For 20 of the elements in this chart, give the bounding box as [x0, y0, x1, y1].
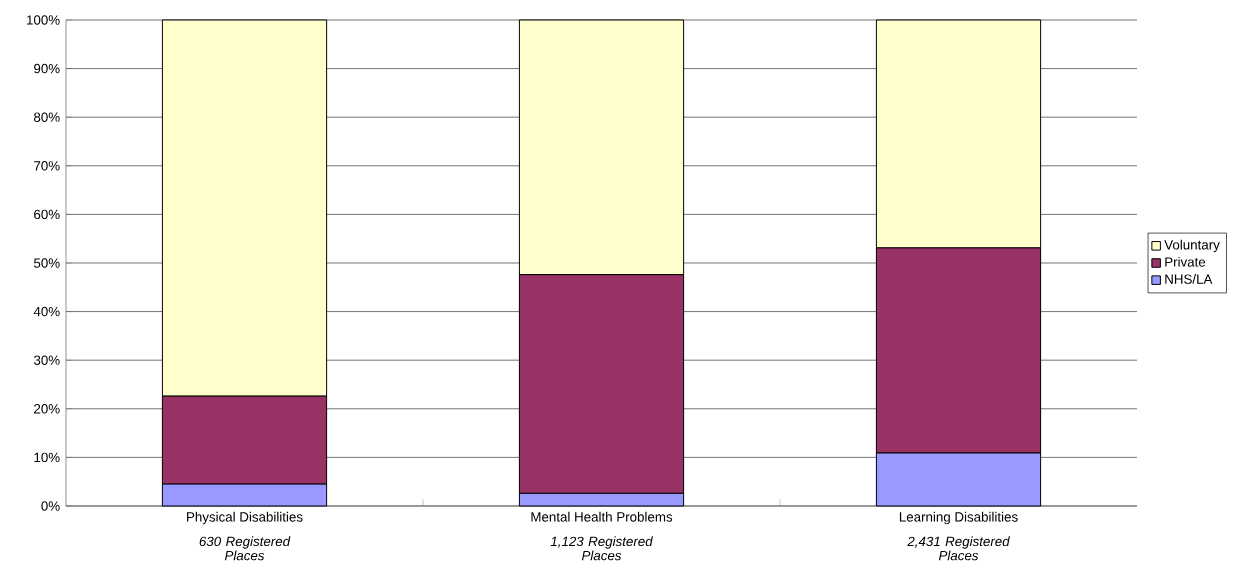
legend-label: NHS/LA	[1165, 274, 1213, 284]
x-tick-label: Physical Disabilities	[187, 511, 303, 525]
y-tick-label: 40%	[33, 306, 60, 317]
y-tick-label: 60%	[34, 209, 60, 220]
y-tick-label: 100%	[27, 15, 60, 25]
legend-label: Voluntary	[1164, 239, 1220, 253]
y-tick-label: 80%	[34, 112, 60, 122]
y-tick-label: 90%	[34, 63, 60, 74]
text: 1,123 Registered Places	[550, 536, 653, 561]
text: 630 Registered Places	[199, 536, 291, 561]
x-tick-label: Mental Health Problems	[531, 511, 673, 522]
x-tick-label: Learning Disabilities	[899, 511, 1018, 525]
y-tick-label: 0%	[41, 501, 60, 511]
legend-label: Private	[1165, 256, 1206, 267]
y-tick-label: 30%	[33, 355, 60, 365]
y-tick-label: 70%	[34, 161, 60, 171]
y-tick-label: 20%	[34, 404, 60, 414]
text: 2,431 Registered Places	[907, 536, 1010, 561]
y-tick-label: 50%	[33, 258, 60, 268]
y-tick-label: 10%	[34, 452, 60, 463]
